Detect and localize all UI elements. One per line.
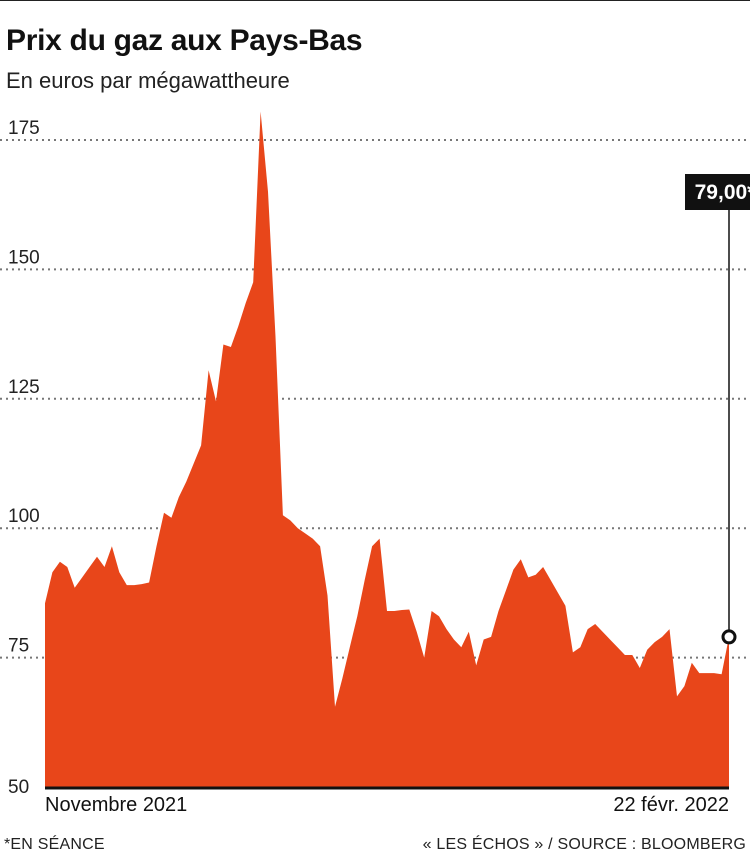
y-tick-50: 50 (8, 777, 29, 798)
y-tick-75: 75 (8, 636, 29, 657)
x-label-end: 22 févr. 2022 (613, 794, 729, 816)
y-tick-125: 125 (8, 377, 40, 398)
y-axis-ticks: 50 75 100 125 150 175 (8, 118, 40, 798)
chart-subtitle: En euros par mégawattheure (6, 68, 290, 93)
y-tick-175: 175 (8, 118, 40, 139)
y-tick-150: 150 (8, 247, 40, 268)
last-value-marker (721, 629, 737, 645)
gas-price-area (45, 111, 729, 787)
y-tick-100: 100 (8, 506, 40, 527)
x-label-start: Novembre 2021 (45, 794, 187, 816)
callout-box (685, 174, 750, 210)
footnote-left: *EN SÉANCE (4, 836, 105, 853)
callout-label: 79,00* (695, 181, 750, 204)
top-rule (0, 0, 750, 1)
footnote-source: « LES ÉCHOS » / SOURCE : BLOOMBERG (422, 836, 746, 853)
chart: 50 75 100 125 150 175 79,00* Novembre 2021 22… (0, 111, 750, 816)
chart-title: Prix du gaz aux Pays-Bas (6, 24, 363, 57)
